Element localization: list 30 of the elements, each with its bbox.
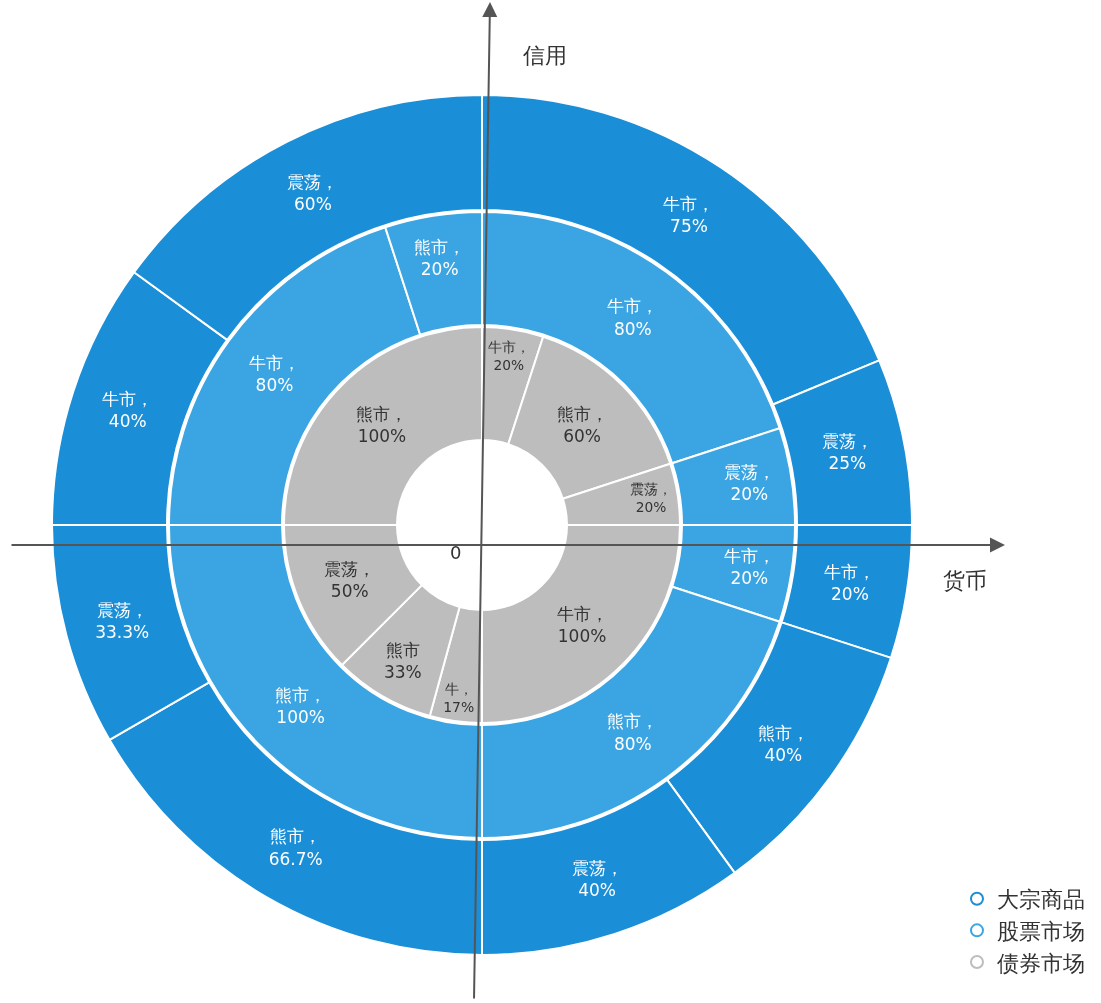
legend-label: 股票市场 [996, 918, 1085, 944]
data-label: 震荡， 25% [821, 431, 873, 474]
text: 货币 [943, 568, 987, 593]
data-label: 熊市， 66.7% [268, 826, 323, 869]
data-label: 牛市， 100% [556, 604, 608, 647]
legend-label: 债券市场 [996, 950, 1085, 976]
data-label: 熊市， 100% [275, 685, 327, 728]
data-label: 熊市， 80% [607, 711, 659, 754]
data-label: 牛市， 75% [663, 194, 715, 237]
data-label: 熊市， 40% [757, 722, 809, 765]
data-label: 熊市， 100% [356, 403, 408, 446]
legend-label: 大宗商品 [996, 887, 1085, 913]
data-label: 熊市， 60% [556, 403, 608, 446]
data-label: 熊市， 20% [414, 236, 466, 279]
data-label: 牛市， 80% [607, 296, 659, 339]
data-label: 震荡， 60% [287, 172, 339, 215]
data-label: 震荡， 20% [723, 461, 775, 504]
data-label: 震荡， 20% [630, 481, 673, 516]
data-label: 牛市， 20% [824, 562, 876, 605]
text: 0 [450, 542, 462, 563]
data-label: 牛市， 20% [487, 338, 530, 373]
text: 信用 [523, 43, 567, 68]
data-label: 牛市， 20% [723, 546, 775, 589]
data-label: 牛， 17% [443, 681, 475, 716]
data-label: 震荡， 40% [571, 858, 623, 901]
data-label: 牛市， 80% [248, 353, 300, 396]
data-label: 震荡， 50% [324, 558, 376, 601]
data-label: 牛市， 40% [102, 388, 154, 431]
data-label: 震荡， 33.3% [95, 600, 150, 643]
data-label: 熊市 33% [383, 640, 422, 683]
